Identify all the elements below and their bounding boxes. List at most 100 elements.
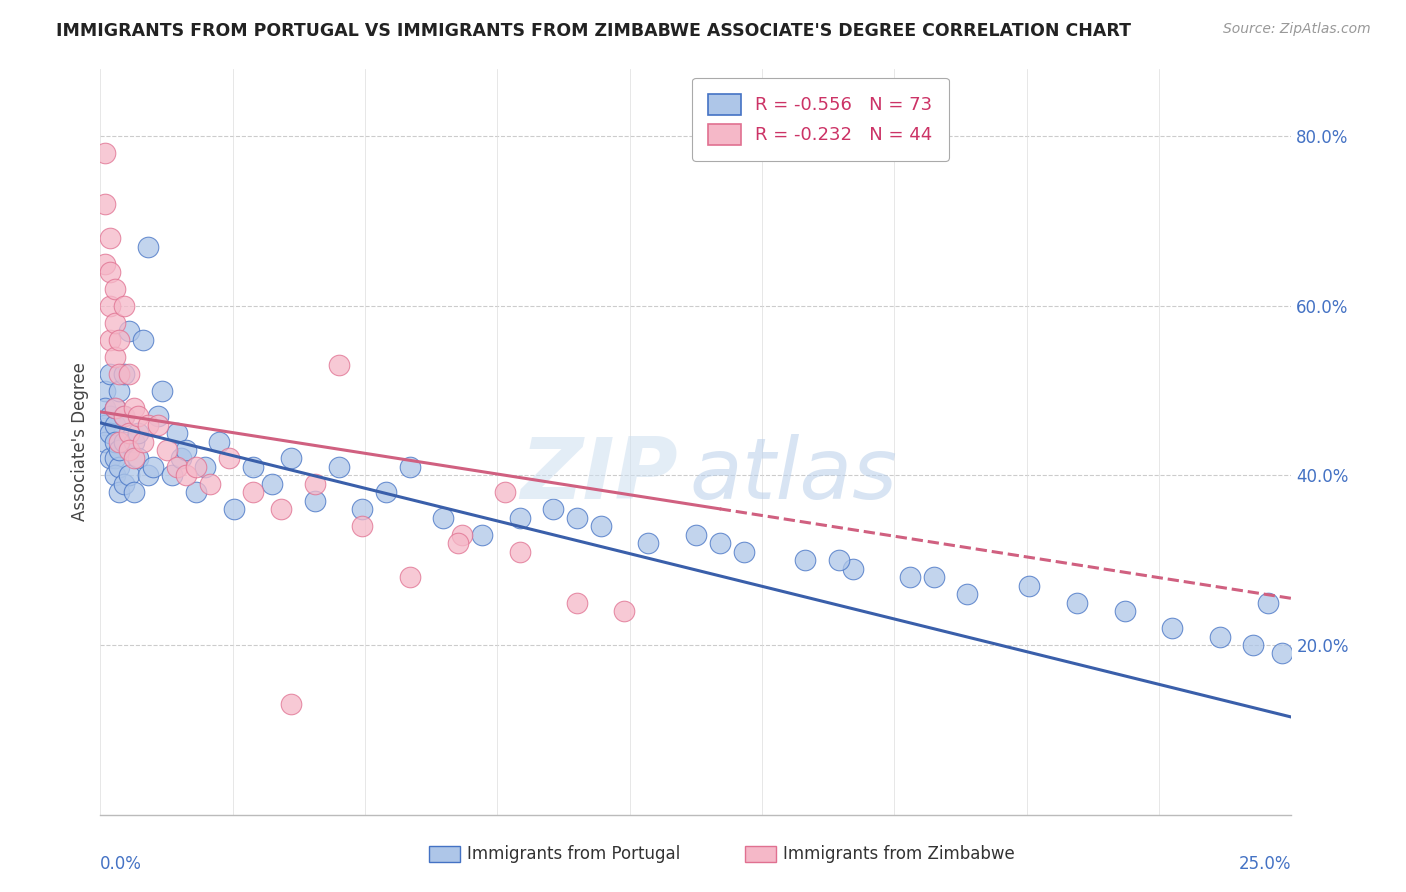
Point (94, 434, 117, 449)
Point (733, 545, 755, 559)
Point (451, 528, 474, 542)
Point (709, 536, 731, 550)
Point (184, 460, 207, 475)
Point (122, 485, 145, 500)
Point (399, 460, 422, 475)
Point (375, 485, 398, 500)
Point (150, 384, 173, 398)
Point (242, 460, 264, 475)
Point (432, 511, 454, 525)
Point (222, 502, 245, 516)
Text: IMMIGRANTS FROM PORTUGAL VS IMMIGRANTS FROM ZIMBABWE ASSOCIATE'S DEGREE CORRELAT: IMMIGRANTS FROM PORTUGAL VS IMMIGRANTS F… (56, 22, 1132, 40)
Text: Source: ZipAtlas.com: Source: ZipAtlas.com (1223, 22, 1371, 37)
Point (208, 434, 231, 449)
Point (104, 401, 127, 415)
Point (1066, 596, 1088, 610)
Point (98, 367, 121, 381)
Point (127, 425, 149, 440)
Point (98, 231, 121, 245)
Point (280, 698, 302, 712)
Point (108, 384, 131, 398)
Text: Immigrants from Portugal: Immigrants from Portugal (467, 845, 681, 863)
Point (184, 485, 207, 500)
Point (94, 256, 117, 270)
Point (104, 350, 127, 364)
Point (956, 587, 979, 601)
Point (922, 570, 945, 584)
Point (270, 502, 292, 516)
Point (1161, 621, 1184, 635)
Point (118, 367, 141, 381)
Point (685, 528, 707, 542)
Point (218, 451, 240, 466)
Point (122, 434, 145, 449)
Point (104, 417, 127, 432)
Point (98, 299, 121, 313)
Point (127, 451, 149, 466)
Point (118, 324, 141, 338)
Point (104, 468, 127, 483)
Point (280, 451, 302, 466)
Point (1257, 596, 1279, 610)
Point (104, 451, 127, 466)
Point (1271, 647, 1294, 661)
Point (166, 460, 188, 475)
Point (174, 443, 197, 458)
Point (98, 425, 121, 440)
Point (122, 451, 145, 466)
Point (156, 443, 179, 458)
Point (108, 367, 131, 381)
Point (613, 604, 636, 618)
Point (242, 485, 264, 500)
Point (108, 333, 131, 347)
Point (112, 477, 135, 491)
Point (637, 536, 659, 550)
Point (842, 562, 865, 576)
Point (565, 596, 588, 610)
Text: ZIP: ZIP (520, 434, 678, 516)
Y-axis label: Associate's Degree: Associate's Degree (72, 362, 89, 521)
Point (494, 485, 516, 500)
Point (136, 239, 159, 253)
Point (304, 477, 326, 491)
Point (160, 468, 183, 483)
Point (328, 358, 350, 372)
Point (146, 409, 169, 423)
Point (108, 443, 131, 458)
Point (174, 468, 197, 483)
Point (166, 425, 188, 440)
Point (98, 265, 121, 279)
Point (136, 417, 159, 432)
Point (509, 545, 531, 559)
Point (132, 434, 155, 449)
Point (328, 460, 350, 475)
Point (198, 477, 221, 491)
Text: atlas: atlas (690, 434, 898, 516)
Text: 0.0%: 0.0% (100, 855, 142, 872)
Point (118, 443, 141, 458)
Point (828, 553, 851, 567)
Point (589, 519, 612, 533)
Point (170, 451, 193, 466)
Point (399, 570, 422, 584)
Point (94, 146, 117, 161)
Point (104, 434, 127, 449)
Point (132, 333, 155, 347)
Point (112, 367, 135, 381)
Point (447, 536, 470, 550)
Point (108, 485, 131, 500)
Point (352, 519, 374, 533)
Point (565, 511, 588, 525)
Point (470, 528, 492, 542)
Point (304, 494, 326, 508)
Point (112, 434, 135, 449)
Point (118, 468, 141, 483)
Point (122, 401, 145, 415)
Point (127, 409, 149, 423)
Point (1209, 630, 1232, 644)
Text: 25.0%: 25.0% (1239, 855, 1292, 872)
Point (1114, 604, 1136, 618)
Point (352, 502, 374, 516)
Point (142, 460, 165, 475)
Point (98, 333, 121, 347)
